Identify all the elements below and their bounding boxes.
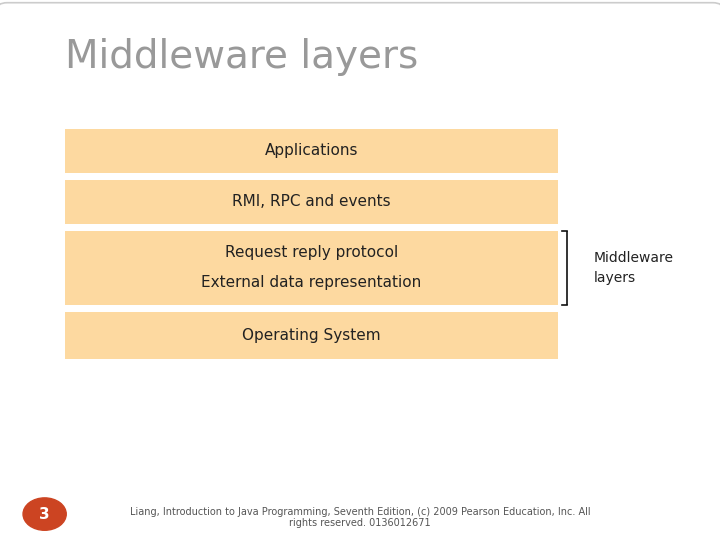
Text: Middleware
layers: Middleware layers (594, 251, 674, 285)
Text: Applications: Applications (265, 143, 358, 158)
Text: Middleware layers: Middleware layers (65, 38, 418, 76)
Text: 3: 3 (40, 507, 50, 522)
FancyBboxPatch shape (65, 180, 558, 224)
Text: Request reply protocol: Request reply protocol (225, 245, 398, 260)
Text: Operating System: Operating System (242, 328, 381, 343)
Text: Liang, Introduction to Java Programming, Seventh Edition, (c) 2009 Pearson Educa: Liang, Introduction to Java Programming,… (130, 507, 590, 528)
Text: External data representation: External data representation (202, 275, 421, 291)
FancyBboxPatch shape (0, 3, 720, 540)
FancyBboxPatch shape (65, 231, 558, 305)
Text: RMI, RPC and events: RMI, RPC and events (232, 194, 391, 210)
Circle shape (23, 498, 66, 530)
FancyBboxPatch shape (65, 312, 558, 359)
FancyBboxPatch shape (65, 129, 558, 173)
